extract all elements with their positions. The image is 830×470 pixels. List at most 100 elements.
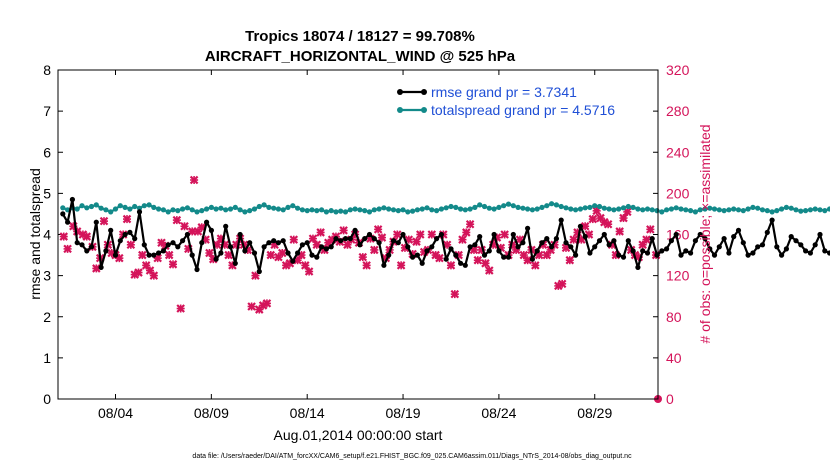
rmse-point [817, 231, 823, 238]
totalspread-point [529, 207, 536, 213]
x-tick-label: 08/04 [98, 405, 133, 421]
totalspread-point [242, 209, 248, 215]
rmse-point [170, 240, 176, 246]
totalspread-point [395, 208, 401, 214]
totalspread-point [654, 208, 660, 214]
rmse-point [716, 244, 722, 250]
left-y-axis-label: rmse and totalspread [27, 168, 43, 300]
rmse-point [529, 256, 536, 262]
rmse-point [510, 231, 516, 238]
rmse-point [223, 223, 229, 229]
obs-assimilated-point [458, 235, 467, 244]
rmse-point [189, 252, 195, 258]
obs-assimilated-point [126, 240, 136, 250]
rmse-point [410, 254, 416, 260]
rmse-point [127, 229, 133, 235]
rmse-point [419, 260, 425, 266]
totalspread-point [448, 203, 454, 210]
legend: rmse grand pr = 3.7341 totalspread grand… [390, 76, 615, 120]
rmse-point [505, 254, 512, 260]
totalspread-point [817, 207, 823, 213]
obs-assimilated-point [180, 221, 189, 231]
totalspread-point [338, 208, 344, 214]
rmse-point [779, 252, 785, 258]
totalspread-point [88, 203, 95, 210]
rmse-point [232, 260, 238, 266]
totalspread-point [189, 207, 195, 213]
obs-assimilated-point [289, 235, 299, 244]
obs-assimilated-point [172, 215, 182, 225]
totalspread-point [371, 207, 377, 213]
totalspread-point [93, 202, 99, 208]
rmse-point [88, 244, 95, 250]
rmse-point [146, 252, 152, 258]
obs-assimilated-point [450, 289, 460, 299]
totalspread-point [304, 208, 310, 214]
rmse-point [376, 240, 382, 246]
totalspread-point [223, 207, 229, 213]
rmse-point [227, 244, 234, 250]
totalspread-point [611, 207, 617, 213]
rmse-point [386, 252, 392, 258]
rmse-point [515, 244, 521, 250]
rmse-point [323, 246, 329, 252]
obs-assimilated-point [446, 261, 456, 270]
totalspread-point [534, 206, 540, 212]
rmse-point [577, 223, 584, 229]
totalspread-point [275, 206, 281, 212]
obs-assimilated-point [565, 255, 575, 265]
totalspread-point [539, 204, 545, 210]
rmse-point [218, 250, 224, 256]
totalspread-point [381, 205, 387, 211]
rmse-point [98, 264, 104, 270]
obs-assimilated-point [308, 234, 318, 243]
totalspread-point [414, 207, 420, 213]
totalspread-point [208, 204, 214, 210]
totalspread-point [827, 206, 830, 212]
obs-assimilated-point [176, 304, 185, 313]
rmse-point [549, 244, 555, 250]
rmse-point [601, 231, 607, 238]
totalspread-point [587, 204, 593, 210]
x-axis-ticks: 08/04 08/09 08/14 08/19 08/24 08/29 [98, 70, 612, 421]
totalspread-point [362, 208, 368, 214]
rmse-point [74, 240, 80, 246]
totalspread-point [606, 206, 612, 212]
rmse-point [774, 244, 780, 250]
totalspread-point [635, 206, 641, 212]
rmse-point [400, 231, 406, 238]
rmse-point [180, 238, 186, 244]
obs-assimilated-point [339, 226, 348, 235]
obs-assimilated-point [63, 244, 72, 254]
totalspread-point [481, 203, 488, 210]
totalspread-point [280, 207, 286, 213]
rmse-point [314, 254, 320, 260]
rmse-point [702, 236, 708, 242]
totalspread-point [141, 203, 147, 209]
rmse-point [525, 225, 531, 231]
rmse-point [194, 266, 200, 273]
legend-spread-marker-left [397, 107, 403, 113]
totalspread-point [160, 207, 166, 213]
rmse-point [103, 248, 109, 254]
totalspread-point [400, 207, 406, 213]
left-y-tick-label: 1 [43, 350, 51, 366]
totalspread-point [568, 206, 574, 212]
obs-assimilated-point [189, 175, 199, 185]
rmse-point [175, 244, 181, 250]
right-y-tick-label: 320 [666, 62, 690, 78]
totalspread-point [132, 203, 138, 210]
rmse-point [649, 236, 655, 242]
rmse-point [640, 248, 646, 254]
totalspread-point [640, 207, 646, 213]
totalspread-point [707, 205, 713, 211]
rmse-point [539, 240, 545, 246]
rmse-point [366, 231, 373, 238]
rmse-point [69, 196, 75, 203]
rmse-point [596, 238, 603, 244]
totalspread-point [237, 207, 243, 213]
rmse-point [405, 244, 411, 250]
rmse-point [151, 252, 157, 258]
rmse-point [65, 219, 71, 225]
totalspread-point [170, 207, 176, 213]
